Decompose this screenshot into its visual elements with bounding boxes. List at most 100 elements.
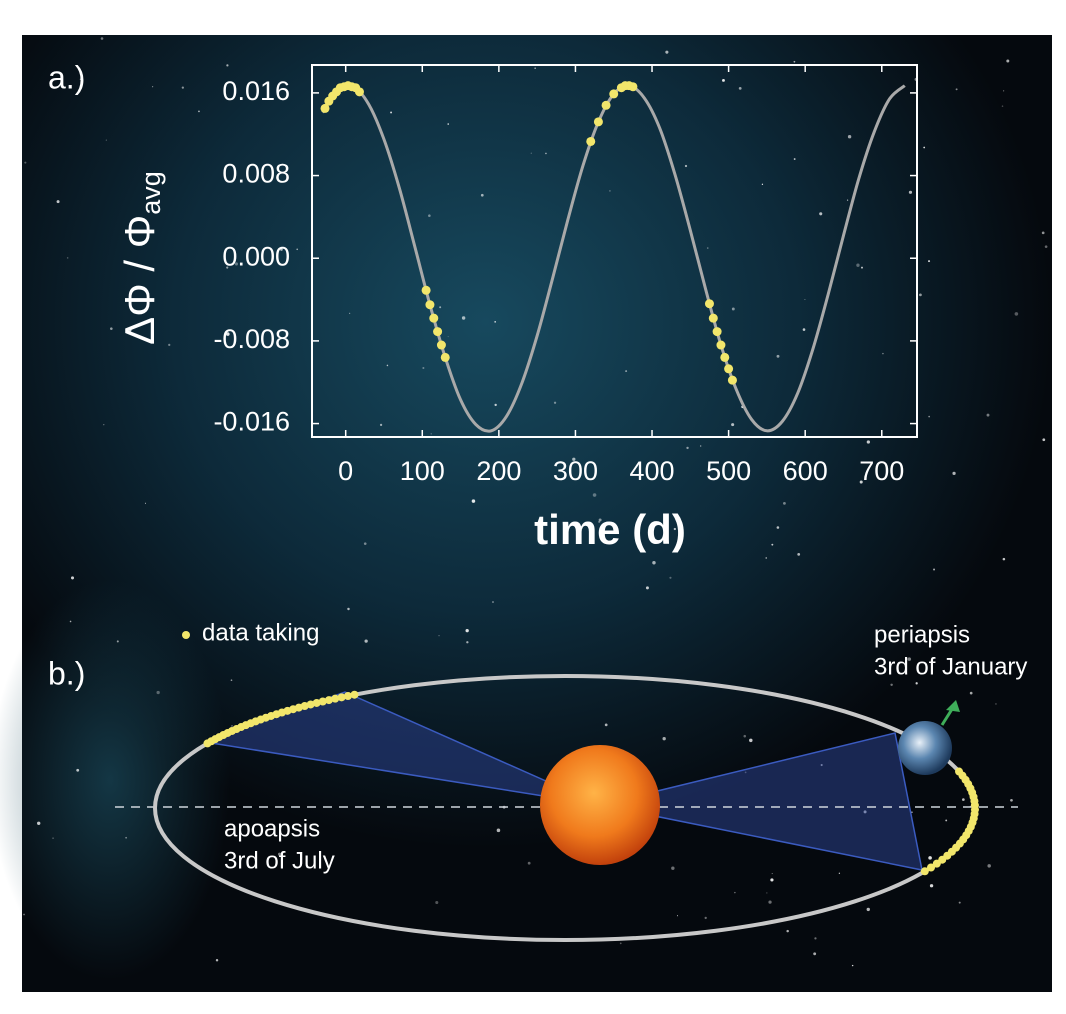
data-point [712,327,722,337]
star [911,811,913,813]
star [438,635,440,637]
y-tick-label: -0.016 [213,407,290,437]
x-tick-label: 100 [400,456,445,486]
star [704,916,707,920]
star [851,964,854,967]
star [765,557,768,559]
star [861,266,863,269]
star [945,819,948,822]
star [995,703,997,705]
star [125,836,127,839]
star [492,601,494,603]
star [955,88,958,91]
data-point [433,327,443,337]
star [802,328,806,331]
star [226,332,230,336]
data-point [724,364,734,374]
star [592,493,597,497]
star [1044,245,1048,248]
star [156,690,160,695]
star [743,734,747,738]
star [804,298,806,300]
orbit-dot [337,693,346,702]
y-tick-label: -0.008 [213,324,290,354]
data-point [593,117,603,127]
star [1006,59,1010,63]
star [919,293,922,297]
y-tick-label: 0.016 [222,76,290,106]
star [958,901,961,904]
star [923,146,926,149]
x-tick-label: 600 [783,456,828,486]
star [379,423,383,427]
star [770,878,774,882]
star [928,415,930,418]
star [706,247,709,249]
data-point [421,285,431,295]
data-point [704,299,714,309]
apoapsis-label: apoapsis [224,815,320,842]
background-glow [0,580,230,980]
periapsis-label: periapsis [874,621,970,648]
star [1014,312,1019,316]
star [768,900,772,904]
plot: 0.016 0.008 0.000 -0.008 -0.016 0 100 200 300 400… [213,64,918,486]
star [676,915,679,917]
data-point [727,375,737,385]
data-point [716,340,726,350]
star [447,123,450,125]
star [572,457,576,461]
star [168,343,171,347]
legend-label: data taking [202,619,319,646]
star [278,852,282,856]
earth-axis-arrow [946,700,960,712]
star [749,738,753,743]
star [422,366,425,370]
orbit-dot [203,739,212,748]
star [461,316,466,320]
star [100,37,104,40]
star [776,354,780,358]
star [838,872,841,874]
star [347,607,350,611]
star [534,67,536,69]
star [952,471,956,475]
star [147,229,150,232]
star [466,641,469,644]
data-point [708,313,718,323]
star [673,527,676,531]
star [390,111,393,114]
star [856,263,860,267]
star [52,837,54,839]
star [1002,557,1006,561]
data-point [354,87,364,97]
data-point [320,103,330,113]
data-point [440,352,450,362]
star [70,576,75,580]
star [1042,438,1046,442]
star [24,161,27,164]
star [144,502,146,504]
y-axis-label-sub: avg [136,171,166,215]
star [731,423,735,427]
star [128,328,132,332]
x-tick-label: 300 [553,456,598,486]
data-point [609,89,619,99]
star [553,401,557,404]
star [280,248,283,251]
x-axis-label: time (d) [534,506,686,553]
star [734,891,736,894]
periapsis-date: 3rd of January [874,653,1027,680]
star [738,86,742,90]
orbit-dot [932,859,941,868]
star [494,403,497,407]
star [439,306,442,309]
star [234,262,238,266]
sun [540,745,660,865]
star [198,110,200,113]
orbit-dot [343,692,352,701]
star [761,183,764,185]
star [1041,231,1045,235]
y-tick-label: 0.000 [222,241,290,271]
